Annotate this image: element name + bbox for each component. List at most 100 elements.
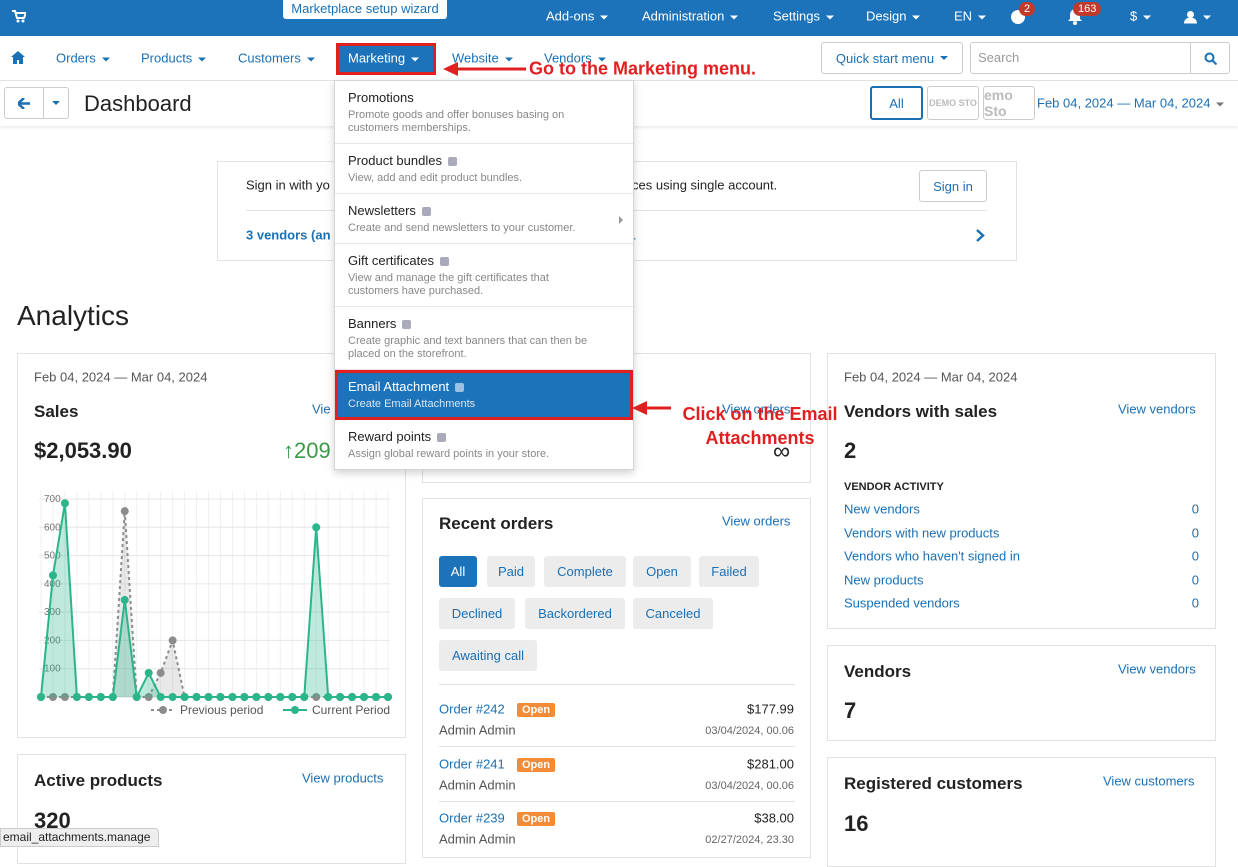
plugin-icon	[421, 207, 431, 217]
currency: $	[1130, 8, 1138, 24]
order-filter[interactable]: Declined	[439, 598, 515, 629]
order-filter[interactable]: All	[439, 556, 477, 587]
order-status: Open	[517, 812, 556, 826]
order-filter[interactable]: Awaiting call	[439, 640, 537, 671]
menu-item[interactable]: Newsletters Create and send newsletters t…	[335, 194, 633, 244]
vendors-link[interactable]: View vendors	[1118, 661, 1196, 677]
top-menu-label: Add-ons	[546, 8, 595, 24]
active-products-title: Active products	[34, 771, 163, 790]
back-dropdown[interactable]	[44, 87, 69, 119]
search-button[interactable]	[1190, 42, 1230, 74]
order-number[interactable]: Order #239	[439, 810, 505, 826]
order-filter[interactable]: Canceled	[633, 598, 713, 629]
activity-label[interactable]: Vendors with new products	[844, 525, 1000, 540]
vendors-link-start[interactable]: 3 vendors (an	[246, 227, 331, 243]
sales-link[interactable]: Vie	[312, 401, 331, 417]
home-icon[interactable]	[11, 51, 25, 64]
banner-text-start: Sign in with yo	[246, 177, 330, 193]
nav-item[interactable]: Marketing	[348, 51, 420, 66]
order-date: 03/04/2024, 00.06	[705, 725, 794, 737]
vendors-sales-value: 2	[844, 438, 857, 463]
order-number[interactable]: Order #241	[439, 756, 505, 771]
top-menu[interactable]: Design	[866, 9, 921, 24]
nav-label: Website	[452, 50, 499, 66]
menu-item[interactable]: Email Attachment Create Email Attachments	[335, 370, 633, 420]
plugin-icon	[455, 383, 465, 393]
activity-label[interactable]: New products	[844, 572, 924, 587]
sign-in-button[interactable]: Sign in	[919, 170, 987, 202]
nav-item[interactable]: Customers	[238, 51, 315, 66]
nav-item[interactable]: Products	[141, 51, 207, 66]
period-selector[interactable]: Feb 04, 2024 — Mar 04, 2024	[1037, 96, 1225, 111]
menu-item-description: View and manage the gift certificates th…	[348, 272, 549, 297]
activity-count: 0	[1191, 595, 1199, 611]
menu-item-description: Promote goods and offer bonuses basing o…	[348, 109, 565, 134]
vendors-sales-link[interactable]: View vendors	[1118, 401, 1196, 417]
order-customer: Admin Admin	[439, 722, 516, 738]
active-products-link[interactable]: View products	[302, 770, 384, 786]
order-filter[interactable]: Open	[633, 556, 691, 587]
menu-item[interactable]: Gift certificates View and manage the gif…	[335, 244, 633, 307]
order-date: 02/27/2024, 23.30	[705, 834, 794, 846]
user-menu[interactable]	[1184, 8, 1211, 24]
activity-label[interactable]: Vendors who haven't signed in	[844, 548, 1020, 564]
order-date: 03/04/2024, 00.06	[705, 779, 794, 792]
nav-item[interactable]: Vendors	[544, 51, 606, 66]
banner-chevron[interactable]	[976, 229, 985, 242]
plugin-icon	[402, 320, 412, 330]
menu-item[interactable]: Banners Create graphic and text banners t…	[335, 307, 633, 370]
top-menu[interactable]: Add-ons	[546, 8, 609, 24]
banner-text-end: ces using single account.	[632, 177, 778, 193]
orders-summary-link[interactable]: View orders	[722, 401, 791, 417]
quick-start-button[interactable]: Quick start menu	[821, 42, 963, 74]
order-filter[interactable]: Backordered	[525, 598, 625, 629]
menu-item-title: Promotions	[348, 90, 620, 105]
order-filter[interactable]: Paid	[487, 556, 535, 587]
order-filter[interactable]: Complete	[544, 556, 626, 587]
top-menu[interactable]: Administration	[642, 9, 739, 24]
back-button[interactable]	[4, 87, 44, 119]
recent-orders-card	[422, 498, 811, 858]
setup-wizard-tab[interactable]: Marketplace setup wizard	[283, 0, 447, 19]
vendors-sales-period: Feb 04, 2024 — Mar 04, 2024	[844, 369, 1018, 385]
order-number[interactable]: Order #242	[439, 701, 505, 717]
search-input[interactable]: Search	[970, 42, 1191, 74]
storefront-logo[interactable]: DEMO STO	[927, 86, 979, 120]
activity-count: 0	[1191, 525, 1199, 540]
orders-summary-value: ∞	[773, 438, 791, 465]
storefront-logo-partial[interactable]: emo Sto	[983, 86, 1035, 120]
menu-item-label: Email Attachment	[348, 379, 450, 394]
top-menu[interactable]: Settings	[773, 9, 834, 24]
order-total: $281.00	[747, 756, 794, 771]
submenu-arrow	[619, 216, 623, 224]
caret	[912, 15, 921, 20]
storefront-all[interactable]: All	[870, 86, 923, 120]
menu-item[interactable]: Reward points Assign global reward points…	[335, 420, 633, 469]
order-total: $177.99	[747, 701, 794, 717]
nav-label: Vendors	[544, 50, 592, 66]
top-menu[interactable]: EN	[954, 9, 987, 24]
quick-start-label: Quick start menu	[835, 50, 935, 66]
nav-item[interactable]: Website	[452, 51, 513, 66]
order-filter[interactable]: Failed	[699, 556, 759, 587]
cart-icon[interactable]	[12, 10, 26, 23]
menu-item-title: Newsletters	[348, 203, 620, 218]
nav-item[interactable]: Orders	[56, 51, 110, 66]
activity-label[interactable]: New vendors	[844, 501, 920, 517]
analytics-heading: Analytics	[17, 300, 130, 331]
order-total: $38.00	[754, 810, 794, 826]
orders-divider	[439, 684, 795, 685]
order-divider	[439, 800, 795, 802]
customers-value: 16	[844, 811, 869, 836]
currency-menu[interactable]: $	[1130, 8, 1152, 24]
vendor-activity-heading: VENDOR ACTIVITY	[844, 481, 944, 493]
menu-item[interactable]: Product bundles View, add and edit produc…	[335, 144, 633, 194]
recent-orders-link[interactable]: View orders	[722, 513, 791, 529]
activity-count: 0	[1191, 548, 1199, 564]
vendors-link-end[interactable]: .	[633, 227, 637, 243]
activity-label[interactable]: Suspended vendors	[844, 595, 960, 611]
vendors-sales-card	[827, 353, 1216, 629]
customers-link[interactable]: View customers	[1103, 773, 1195, 789]
activity-count: 0	[1191, 501, 1199, 517]
menu-item[interactable]: Promotions Promote goods and offer bonuse…	[335, 81, 633, 144]
